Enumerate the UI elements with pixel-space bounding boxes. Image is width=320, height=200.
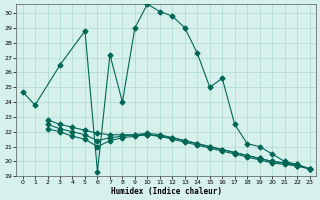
X-axis label: Humidex (Indice chaleur): Humidex (Indice chaleur)	[111, 187, 221, 196]
